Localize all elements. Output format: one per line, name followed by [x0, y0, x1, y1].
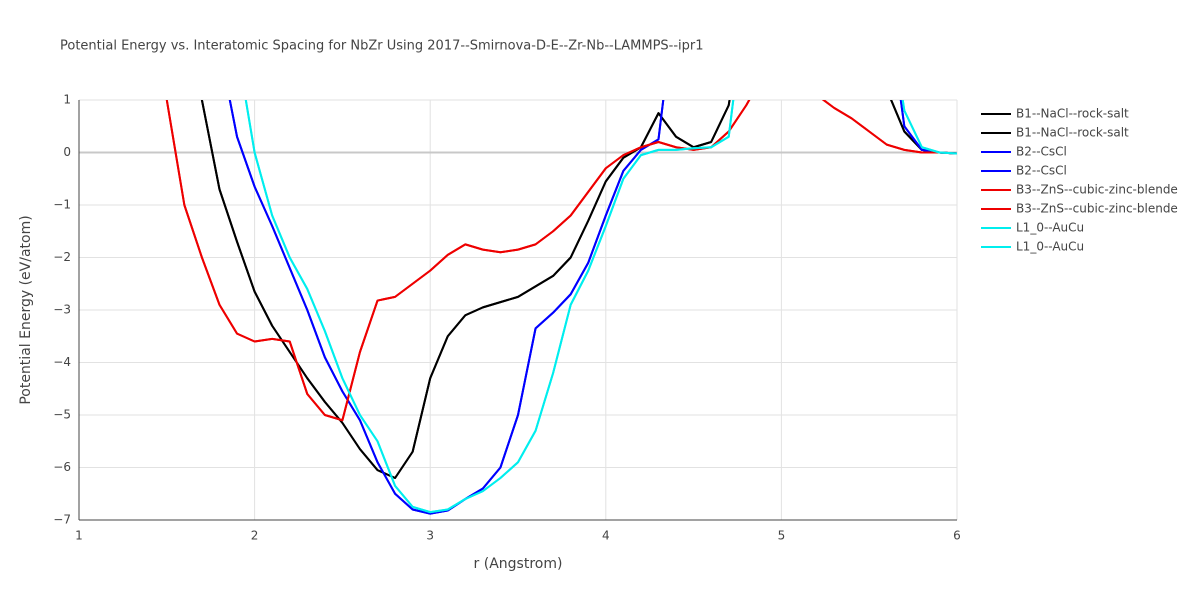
legend-label[interactable]: L1_0--AuCu	[1016, 221, 1084, 235]
y-tick-label: −3	[53, 303, 71, 317]
y-tick-label: −5	[53, 408, 71, 422]
y-tick-label: −4	[53, 355, 71, 369]
legend-label[interactable]: B2--CsCl	[1016, 145, 1067, 159]
legend-label[interactable]: L1_0--AuCu	[1016, 240, 1084, 254]
legend-label[interactable]: B3--ZnS--cubic-zinc-blende	[1016, 202, 1178, 216]
y-tick-label: −6	[53, 460, 71, 474]
x-axis-label: r (Angstrom)	[474, 556, 563, 572]
x-tick-label: 1	[75, 529, 83, 543]
x-tick-label: 5	[778, 529, 786, 543]
plot-area	[165, 100, 957, 515]
legend: B1--NaCl--rock-salt B1--NaCl--rock-salt B2…	[981, 107, 1178, 254]
legend-label[interactable]: B3--ZnS--cubic-zinc-blende	[1016, 183, 1178, 197]
y-tick-label: −2	[53, 250, 71, 264]
y-axis-label: Potential Energy (eV/atom)	[18, 215, 34, 404]
legend-label[interactable]: B2--CsCl	[1016, 164, 1067, 178]
legend-label[interactable]: B1--NaCl--rock-salt	[1016, 107, 1129, 121]
y-tick-label: −7	[53, 513, 71, 527]
y-tick-label: 0	[63, 145, 71, 159]
chart-title: Potential Energy vs. Interatomic Spacing…	[60, 39, 704, 54]
series-line	[200, 100, 957, 479]
series-line	[244, 100, 957, 514]
x-tick-label: 3	[426, 529, 434, 543]
series-line	[200, 100, 957, 479]
series-line	[228, 100, 957, 515]
grid: 1 2 3 4 5 6 −7 −6 −5 −4 −3 −2 −1 0 1	[53, 93, 961, 543]
series-line	[165, 100, 957, 422]
x-tick-label: 2	[251, 529, 259, 543]
y-tick-label: −1	[53, 198, 71, 212]
y-tick-label: 1	[63, 93, 71, 107]
x-tick-label: 4	[602, 529, 610, 543]
x-tick-label: 6	[953, 529, 961, 543]
legend-label[interactable]: B1--NaCl--rock-salt	[1016, 126, 1129, 140]
series-line	[165, 100, 957, 422]
